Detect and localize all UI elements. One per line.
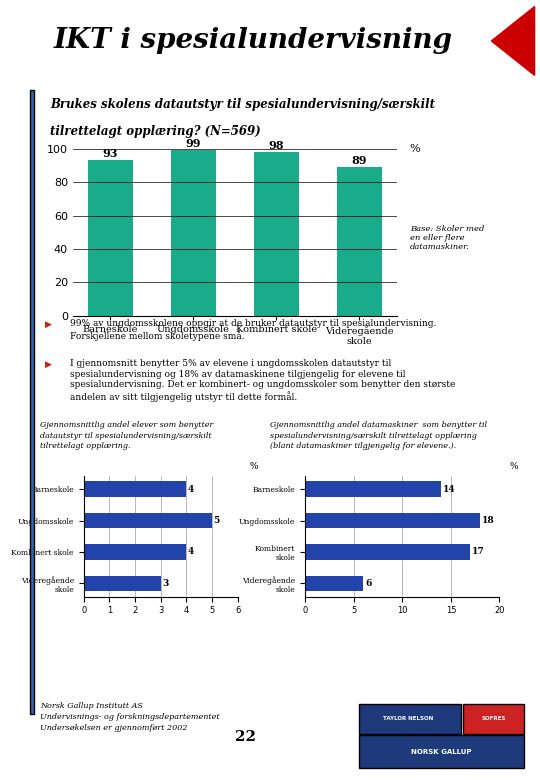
Text: Gjennomsnittlig andel elever som benytter
datautstyr til spesialundervisning/sær: Gjennomsnittlig andel elever som benytte… [40,421,214,450]
Text: Gjennomsnittlig andel datamaskiner  som benytter til
spesialundervisning/særskil: Gjennomsnittlig andel datamaskiner som b… [270,421,487,450]
Text: 89: 89 [352,154,367,166]
FancyBboxPatch shape [463,704,524,734]
Text: I gjennomsnitt benytter 5% av elevene i ungdomsskolen datautstyr til
spesialunde: I gjennomsnitt benytter 5% av elevene i … [70,360,455,402]
Bar [84,512,212,528]
Text: ▶: ▶ [45,320,52,328]
Bar [254,152,299,316]
Text: 93: 93 [103,148,118,159]
Text: %: % [509,462,518,471]
Text: 5: 5 [213,516,219,525]
Bar [84,576,161,591]
FancyBboxPatch shape [359,704,461,734]
Bar [171,151,216,316]
Text: 14: 14 [443,484,456,494]
Text: tilrettelagt opplæring? (N=569): tilrettelagt opplæring? (N=569) [50,125,261,138]
Text: 4: 4 [187,484,194,494]
Text: NORSK GALLUP: NORSK GALLUP [411,749,472,755]
Bar [305,512,480,528]
Text: ▶: ▶ [45,360,52,368]
Text: Norsk Gallup Institutt AS
Undervisnings- og forskningsdepartementet
Undersøkelse: Norsk Gallup Institutt AS Undervisnings-… [40,702,220,732]
Text: 98: 98 [268,140,284,151]
Polygon shape [491,6,535,76]
Text: TAYLOR NELSON: TAYLOR NELSON [383,716,434,722]
Bar [84,544,186,560]
Bar [305,481,441,497]
Text: Brukes skolens datautstyr til spesialundervisning/særskilt: Brukes skolens datautstyr til spesialund… [50,98,435,112]
Bar [87,161,133,316]
Text: 99: 99 [186,138,201,149]
Text: 22: 22 [235,730,256,744]
Bar [305,544,470,560]
FancyBboxPatch shape [359,735,524,768]
Text: %: % [410,144,421,154]
Text: 18: 18 [482,516,495,525]
Text: %: % [250,462,259,471]
Bar [305,576,363,591]
Text: 99% av ungdomsskolene oppgir at de bruker datautstyr til spesialundervisning.
Fo: 99% av ungdomsskolene oppgir at de bruke… [70,320,436,341]
Text: 3: 3 [162,579,168,588]
Bar [336,167,382,316]
Text: 17: 17 [472,548,485,556]
Text: SOFRES: SOFRES [481,716,505,722]
Text: 6: 6 [366,579,372,588]
Bar [84,481,186,497]
Text: IKT i spesialundervisning: IKT i spesialundervisning [54,27,453,55]
Text: 4: 4 [187,548,194,556]
Text: Base: Skoler med
en eller flere
datamaskiner.: Base: Skoler med en eller flere datamask… [410,225,484,251]
